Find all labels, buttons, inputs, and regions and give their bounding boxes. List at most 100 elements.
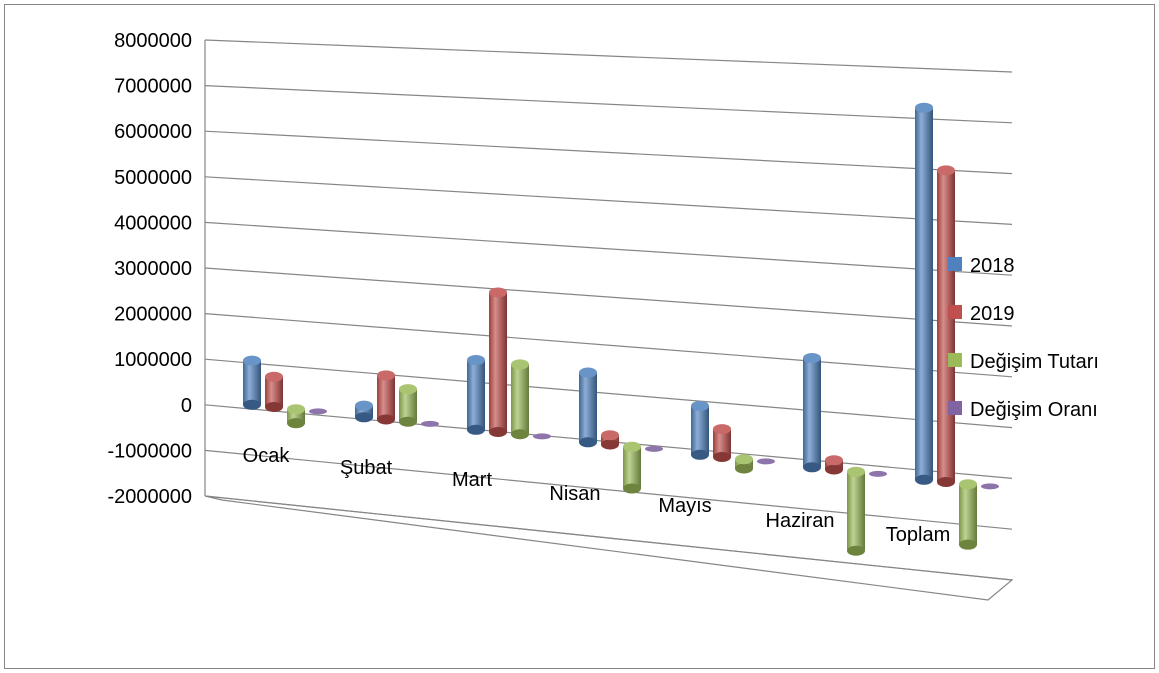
bar-bottom-cap [265, 402, 283, 412]
legend-label: 2019 [970, 303, 1015, 325]
bar-body [355, 405, 373, 418]
bar-body [691, 405, 709, 455]
bar-bottom-cap [937, 477, 955, 487]
bar-flat [869, 470, 887, 477]
legend: 2018 2019 Değişim Tutarı Değişim Oranı [948, 255, 1099, 421]
y-tick-label: 7000000 [114, 76, 192, 98]
bar-top-cap [623, 441, 641, 452]
bar [623, 441, 641, 494]
bar-bottom-cap [713, 452, 731, 462]
gridline [204, 267, 1013, 327]
bar [309, 408, 327, 415]
bar [981, 483, 999, 490]
gridline [204, 176, 1013, 225]
y-axis: 8000000 7000000 6000000 5000000 4000000 30000… [107, 30, 192, 508]
bar-flat [757, 458, 775, 465]
bar-body [377, 375, 395, 420]
bar [265, 371, 283, 412]
y-tick-label: -2000000 [107, 486, 192, 508]
bar-top-cap [601, 430, 619, 441]
category-label: Mayıs [658, 495, 711, 517]
bar-flat [981, 483, 999, 490]
legend-swatch [948, 401, 962, 415]
bar-body [511, 364, 529, 435]
bar-flat [533, 433, 551, 440]
bar-top-cap [937, 165, 955, 176]
bar-body [489, 292, 507, 432]
bar [579, 367, 597, 448]
bar-top-cap [847, 466, 865, 477]
y-tick-label: 2000000 [114, 304, 192, 326]
chart-frame [4, 4, 1155, 669]
gridline [204, 449, 1013, 530]
legend-item: 2018 [948, 255, 1015, 277]
bar-body [467, 360, 485, 430]
legend-label: Değişim Tutarı [970, 351, 1099, 373]
bar [533, 433, 551, 440]
bars [243, 102, 999, 556]
bar-bottom-cap [691, 449, 709, 460]
bar-body [579, 372, 597, 443]
bar-body [803, 357, 821, 468]
bar-bottom-cap [489, 427, 507, 437]
gridline [204, 130, 1013, 175]
bar-bottom-cap [825, 464, 843, 475]
bar-bottom-cap [735, 463, 753, 474]
bar-top-cap [265, 371, 283, 382]
bar-top-cap [243, 355, 261, 366]
bar-body [959, 484, 977, 545]
y-tick-label: 6000000 [114, 121, 192, 143]
y-tick-label: 8000000 [114, 30, 192, 52]
legend-swatch [948, 305, 962, 319]
bar-top-cap [915, 102, 933, 113]
bar-body [847, 471, 865, 551]
legend-label: Değişim Oranı [970, 399, 1098, 421]
bar [421, 420, 439, 427]
category-label: Haziran [766, 510, 835, 532]
gridlines [204, 39, 1014, 601]
bar-top-cap [803, 352, 821, 363]
gridline [204, 39, 1013, 73]
category-label: Mart [452, 469, 492, 491]
bar [645, 445, 663, 452]
bar-bottom-cap [377, 414, 395, 425]
bar-bottom-cap [847, 545, 865, 556]
category-labels: Ocak Şubat Mart Nisan Mayıs Haziran Toplam [243, 445, 951, 546]
bar [825, 455, 843, 475]
bar [467, 355, 485, 435]
legend-item: 2019 [948, 303, 1015, 325]
y-tick-label: 4000000 [114, 212, 192, 234]
bar [489, 287, 507, 437]
bar-body [915, 107, 933, 480]
bar-top-cap [825, 455, 843, 466]
bar-top-cap [735, 454, 753, 465]
bar-bottom-cap [511, 429, 529, 440]
bar-flat [309, 408, 327, 415]
bar [915, 102, 933, 485]
bar-top-cap [959, 479, 977, 490]
bar-bottom-cap [467, 424, 485, 435]
legend-swatch [948, 257, 962, 271]
bar [937, 165, 955, 487]
bar-top-cap [399, 384, 417, 395]
y-tick-label: 1000000 [114, 349, 192, 371]
bar-bottom-cap [601, 439, 619, 450]
category-label: Toplam [886, 524, 950, 546]
gridline [204, 85, 1013, 124]
bar [713, 424, 731, 462]
category-label: Şubat [340, 457, 393, 479]
bar-bottom-cap [915, 474, 933, 485]
y-tick-label: 3000000 [114, 258, 192, 280]
bar [511, 359, 529, 440]
bar-bottom-cap [579, 437, 597, 448]
bar-bottom-cap [803, 462, 821, 473]
bar [959, 479, 977, 550]
bar-top-cap [287, 404, 305, 415]
bar-top-cap [691, 400, 709, 411]
bar-bottom-cap [623, 483, 641, 494]
bar-bottom-cap [287, 418, 305, 429]
category-label: Ocak [243, 445, 291, 467]
gridline [204, 313, 1013, 378]
bar-bottom-cap [959, 539, 977, 550]
